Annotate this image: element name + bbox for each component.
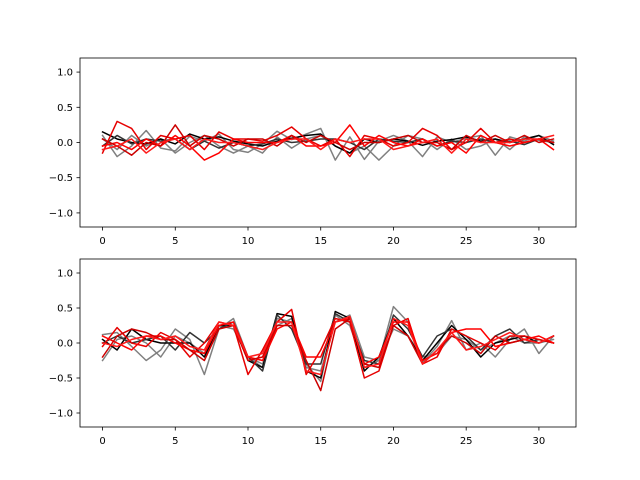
- y-tick-label: 0.5: [57, 103, 73, 114]
- y-tick-label: 1.0: [57, 269, 73, 280]
- x-tick-label: 15: [314, 236, 327, 247]
- subplot-2: 0 5 10 15 20 25 30 −1.0 −0.5 0.0 0.5 1.0: [49, 258, 577, 447]
- y-tick-label: −0.5: [49, 173, 73, 184]
- x-tick-label: 0: [99, 436, 105, 447]
- x-tick-label: 25: [460, 236, 473, 247]
- series-group: [101, 305, 555, 392]
- series-line-5: [101, 308, 555, 379]
- x-tick-label: 15: [314, 436, 327, 447]
- x-tick-label: 10: [242, 236, 255, 247]
- y-tick-label: 0.0: [57, 138, 73, 149]
- subplots: 0 5 10 15 20 25 30 −1.0 −0.5 0.0 0.5 1.0 0 5 10 15 20 25 3…: [49, 57, 577, 447]
- series-line-8: [101, 315, 555, 376]
- x-tick-label: 30: [533, 436, 546, 447]
- series-line-8: [101, 134, 555, 154]
- x-tick-label: 25: [460, 436, 473, 447]
- y-tick-label: 1.0: [57, 68, 73, 79]
- series-group: [101, 120, 555, 161]
- y-tick-label: −1.0: [49, 409, 73, 420]
- series-line-5: [101, 120, 555, 158]
- series-line-6: [101, 317, 555, 365]
- series-line-7: [101, 317, 555, 392]
- y-tick-label: −1.0: [49, 208, 73, 219]
- x-tick-label: 0: [99, 236, 105, 247]
- y-tick-label: 0.5: [57, 304, 73, 315]
- x-tick-label: 10: [242, 436, 255, 447]
- x-tick-label: 5: [172, 436, 178, 447]
- x-tick-label: 5: [172, 236, 178, 247]
- series-line-3: [101, 130, 555, 154]
- y-tick-label: −0.5: [49, 374, 73, 385]
- subplot-1: 0 5 10 15 20 25 30 −1.0 −0.5 0.0 0.5 1.0: [49, 57, 577, 247]
- y-tick-label: 0.0: [57, 339, 73, 350]
- x-tick-label: 20: [387, 436, 400, 447]
- x-tick-label: 20: [387, 236, 400, 247]
- x-tick-label: 30: [533, 236, 546, 247]
